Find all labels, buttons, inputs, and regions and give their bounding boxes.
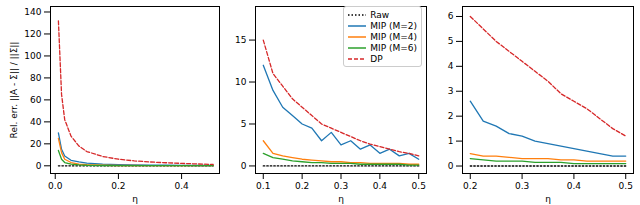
svg-text:100: 100 bbox=[24, 51, 41, 61]
svg-text:0.2: 0.2 bbox=[463, 181, 477, 191]
svg-text:15: 15 bbox=[235, 35, 246, 45]
svg-text:0: 0 bbox=[241, 161, 247, 171]
svg-text:80: 80 bbox=[30, 73, 42, 83]
html-text:MIP (M=2): MIP (M=2) bbox=[370, 20, 417, 31]
html-text:Raw: Raw bbox=[370, 9, 390, 20]
svg-text:0.3: 0.3 bbox=[515, 181, 529, 191]
svg-text:0.2: 0.2 bbox=[111, 181, 125, 191]
svg-text:0.3: 0.3 bbox=[334, 181, 348, 191]
svg-text:0.4: 0.4 bbox=[567, 181, 582, 191]
svg-text:0.0: 0.0 bbox=[48, 181, 63, 191]
svg-text:0.4: 0.4 bbox=[174, 181, 189, 191]
html-text:MIP (M=6): MIP (M=6) bbox=[370, 42, 417, 53]
html-text:MIP (M=4): MIP (M=4) bbox=[370, 31, 417, 42]
svg-text:0.2: 0.2 bbox=[295, 181, 309, 191]
svg-text:Rel. err. ||A - Σ|| / ||Σ||: Rel. err. ||A - Σ|| / ||Σ|| bbox=[9, 42, 19, 139]
svg-text:4: 4 bbox=[448, 61, 454, 71]
svg-text:60: 60 bbox=[30, 95, 42, 105]
svg-text:1: 1 bbox=[448, 136, 454, 146]
svg-text:140: 140 bbox=[24, 7, 41, 17]
svg-text:2: 2 bbox=[448, 111, 454, 121]
svg-text:10: 10 bbox=[235, 77, 247, 87]
svg-text:20: 20 bbox=[30, 139, 42, 149]
svg-text:η: η bbox=[338, 194, 344, 204]
svg-text:0: 0 bbox=[36, 161, 42, 171]
svg-text:120: 120 bbox=[24, 29, 41, 39]
svg-text:0.5: 0.5 bbox=[619, 181, 633, 191]
svg-text:5: 5 bbox=[241, 119, 247, 129]
svg-text:0.1: 0.1 bbox=[256, 181, 270, 191]
svg-text:40: 40 bbox=[30, 117, 42, 127]
svg-text:0.4: 0.4 bbox=[373, 181, 388, 191]
svg-text:5: 5 bbox=[448, 36, 454, 46]
svg-text:6: 6 bbox=[448, 11, 454, 21]
svg-text:0.5: 0.5 bbox=[412, 181, 426, 191]
html-text:DP: DP bbox=[370, 53, 383, 64]
svg-text:0: 0 bbox=[448, 161, 454, 171]
svg-text:η: η bbox=[132, 194, 138, 204]
svg-text:3: 3 bbox=[448, 86, 454, 96]
svg-text:η: η bbox=[545, 194, 551, 204]
